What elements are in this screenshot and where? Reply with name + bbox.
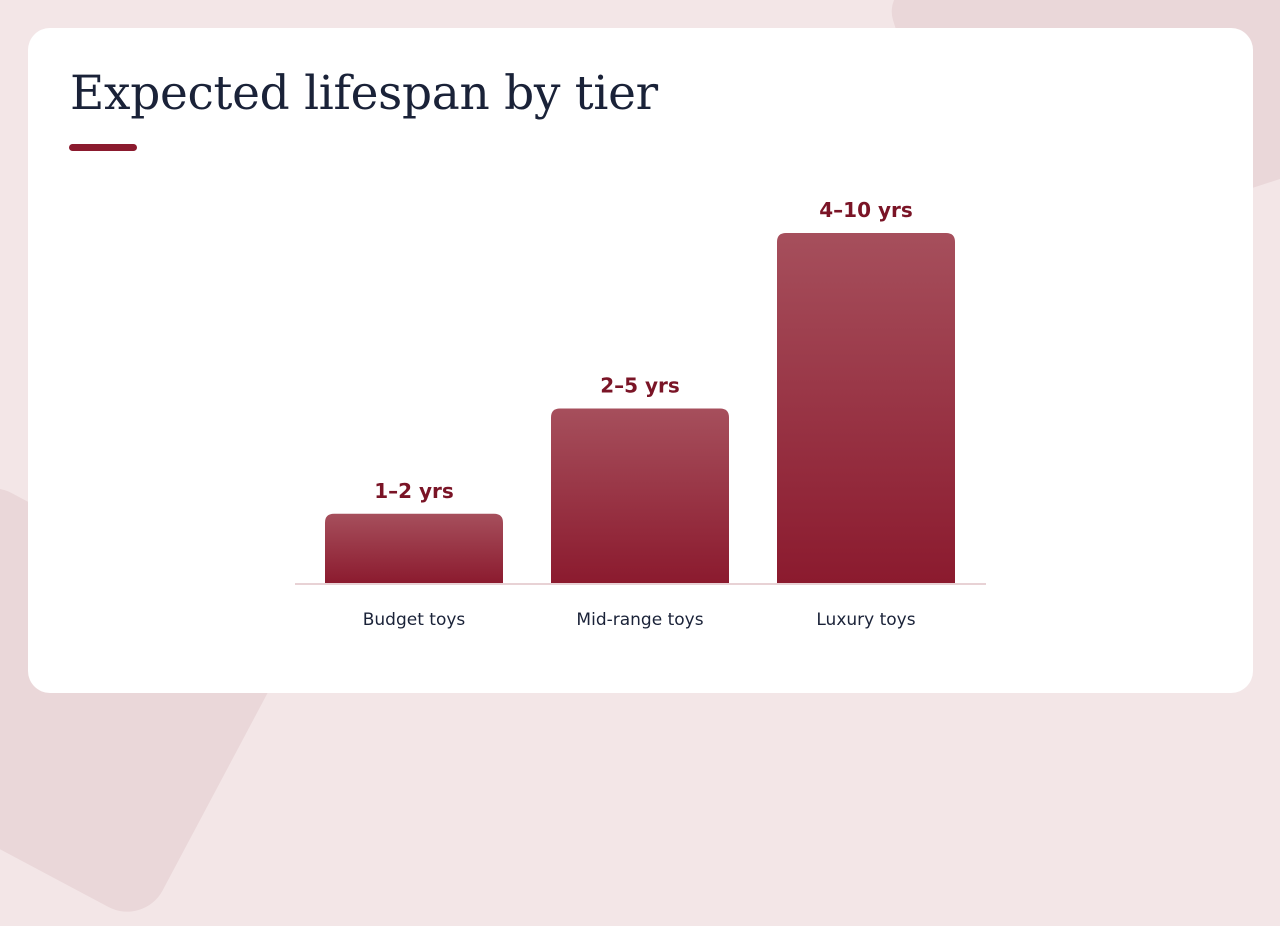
slide-card: Expected lifespan by tier 1–2 yrs 2–5 yrs… bbox=[28, 28, 1253, 693]
data-label-0: 1–2 yrs bbox=[374, 479, 454, 503]
value-labels-group: 1–2 yrs 2–5 yrs 4–10 yrs bbox=[374, 198, 913, 503]
page-title: Expected lifespan by tier bbox=[70, 66, 658, 121]
bar-chart: 1–2 yrs 2–5 yrs 4–10 yrs Budget toys Mid-ra… bbox=[295, 198, 986, 630]
category-label-2: Luxury toys bbox=[816, 610, 915, 630]
bars-group bbox=[325, 233, 955, 584]
bar-0 bbox=[325, 513, 503, 584]
bar-2 bbox=[777, 233, 955, 584]
data-label-2: 4–10 yrs bbox=[819, 198, 913, 222]
category-labels-group: Budget toys Mid-range toys Luxury toys bbox=[363, 610, 916, 630]
category-label-0: Budget toys bbox=[363, 610, 466, 630]
bar-1 bbox=[551, 408, 729, 584]
data-label-1: 2–5 yrs bbox=[600, 374, 680, 398]
category-label-1: Mid-range toys bbox=[576, 610, 703, 630]
title-accent-bar bbox=[69, 144, 137, 151]
